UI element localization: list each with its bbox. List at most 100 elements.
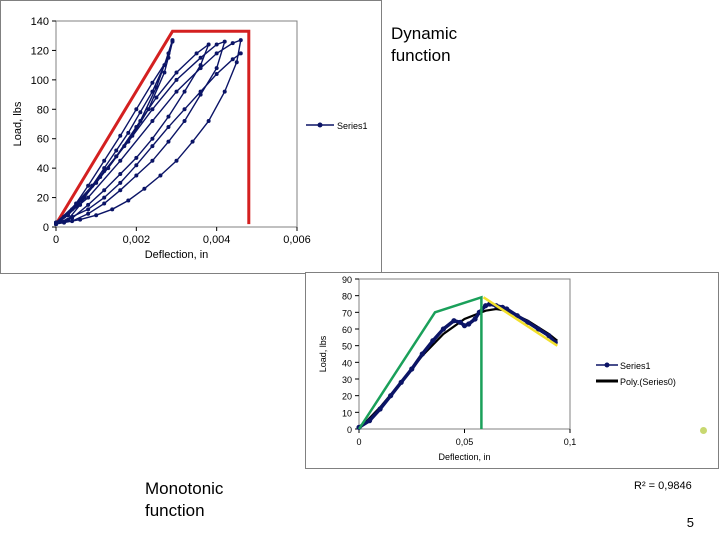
series1-point bbox=[166, 124, 171, 129]
series1-point bbox=[190, 139, 195, 144]
series1-point bbox=[94, 213, 99, 218]
y-tick-label: 30 bbox=[342, 375, 352, 385]
y-tick-label: 0 bbox=[43, 222, 49, 234]
y-tick-label: 120 bbox=[31, 45, 49, 57]
series1-point bbox=[150, 136, 155, 141]
series1-point bbox=[118, 133, 123, 138]
series1-point bbox=[150, 144, 155, 149]
series1-point bbox=[230, 41, 235, 46]
series1-point bbox=[138, 110, 143, 115]
series1-point bbox=[102, 201, 107, 206]
series1-point bbox=[174, 158, 179, 163]
series1-point bbox=[535, 326, 541, 332]
y-axis-label: Load, lbs bbox=[318, 335, 328, 372]
series1-point bbox=[206, 119, 211, 124]
series1-loop bbox=[55, 40, 226, 224]
series1-point bbox=[150, 119, 155, 124]
series1-point bbox=[182, 89, 187, 94]
legend-entry-poly: Poly.(Series0) bbox=[620, 377, 676, 387]
series1-point bbox=[214, 42, 219, 47]
x-tick-label: 0,006 bbox=[283, 234, 311, 246]
series1-point bbox=[134, 163, 139, 168]
series1-point bbox=[102, 169, 107, 174]
series1-point bbox=[430, 338, 436, 344]
monotonic-chart-svg: 0 10 20 30 40 50 60 70 80 90 0 0,05 0,1 Deflection, i… bbox=[318, 275, 676, 462]
series1-point bbox=[78, 198, 83, 203]
series1-point bbox=[150, 80, 155, 85]
series1-point bbox=[126, 139, 131, 144]
series1-point bbox=[150, 89, 155, 94]
y-tick-label: 60 bbox=[342, 325, 352, 335]
series1-point bbox=[142, 186, 147, 191]
series1-point bbox=[182, 119, 187, 124]
series1-point bbox=[134, 124, 139, 129]
series1-point bbox=[166, 114, 171, 119]
series1-point bbox=[222, 89, 227, 94]
y-tick-label: 140 bbox=[31, 16, 49, 28]
green-envelope-line bbox=[357, 295, 483, 430]
page-number: 5 bbox=[686, 515, 694, 530]
series1-point bbox=[440, 326, 446, 332]
series1-point bbox=[134, 155, 139, 160]
series1-point bbox=[182, 107, 187, 112]
series1-point bbox=[419, 351, 425, 357]
series1-point bbox=[483, 303, 489, 309]
series1-point bbox=[230, 57, 235, 62]
y-tick-label: 20 bbox=[37, 193, 49, 205]
dynamic-function-title: Dynamic function bbox=[391, 24, 458, 65]
series1-point bbox=[174, 89, 179, 94]
legend: Series1 bbox=[306, 121, 368, 131]
monotonic-chart: 0 10 20 30 40 50 60 70 80 90 0 0,05 0,1 Deflection, i… bbox=[305, 272, 719, 469]
series1-point bbox=[525, 319, 531, 325]
y-tick-label: 10 bbox=[342, 408, 352, 418]
series1-point bbox=[238, 38, 243, 43]
series1-point bbox=[150, 158, 155, 163]
series1-point bbox=[198, 55, 203, 60]
series1-point bbox=[214, 66, 219, 71]
x-tick-label: 0,002 bbox=[123, 234, 151, 246]
series1-point bbox=[54, 222, 58, 227]
series1-point bbox=[118, 180, 123, 185]
plot-area bbox=[55, 20, 298, 228]
x-tick-label: 0,05 bbox=[456, 437, 474, 447]
series1-point bbox=[206, 42, 211, 47]
series1-point bbox=[126, 130, 131, 135]
legend-entry-series1: Series1 bbox=[620, 361, 651, 371]
series1-point bbox=[546, 333, 552, 339]
series1-point bbox=[70, 214, 75, 219]
x-tick-label: 0 bbox=[356, 437, 361, 447]
x-axis-label: Deflection, in bbox=[145, 249, 209, 261]
series1-point bbox=[194, 51, 199, 56]
series1-point bbox=[78, 217, 83, 222]
series1-point bbox=[118, 158, 123, 163]
series1-point bbox=[514, 313, 520, 319]
y-axis-label: Load, lbs bbox=[12, 101, 24, 146]
legend-marker-series1 bbox=[604, 362, 610, 368]
legend-entry: Series1 bbox=[337, 121, 368, 131]
y-tick-label: 0 bbox=[347, 425, 352, 435]
series1-point bbox=[451, 318, 457, 324]
y-tick-label: 60 bbox=[37, 134, 49, 146]
series1-point bbox=[466, 321, 472, 327]
y-tick-label: 100 bbox=[31, 75, 49, 87]
y-tick-label: 40 bbox=[342, 358, 352, 368]
series1-point bbox=[86, 202, 91, 207]
x-tick-label: 0 bbox=[53, 234, 59, 246]
series1-point bbox=[198, 66, 203, 71]
y-tick-label: 80 bbox=[37, 104, 49, 116]
envelope-line bbox=[54, 29, 251, 225]
series1-point bbox=[409, 366, 415, 372]
x-axis-label: Deflection, in bbox=[438, 452, 490, 462]
series1-point bbox=[134, 107, 139, 112]
series1-point bbox=[110, 207, 115, 212]
r-squared-label: R² = 0,9846 bbox=[634, 480, 692, 492]
series1-point bbox=[134, 173, 139, 178]
series1-point bbox=[102, 158, 107, 163]
series1-point bbox=[158, 173, 163, 178]
series1-point bbox=[388, 393, 394, 399]
x-tick-label: 0,1 bbox=[564, 437, 577, 447]
series1-point bbox=[86, 207, 91, 212]
series1-point bbox=[472, 316, 478, 322]
x-tick-label: 0,004 bbox=[203, 234, 231, 246]
y-tick-label: 50 bbox=[342, 342, 352, 352]
